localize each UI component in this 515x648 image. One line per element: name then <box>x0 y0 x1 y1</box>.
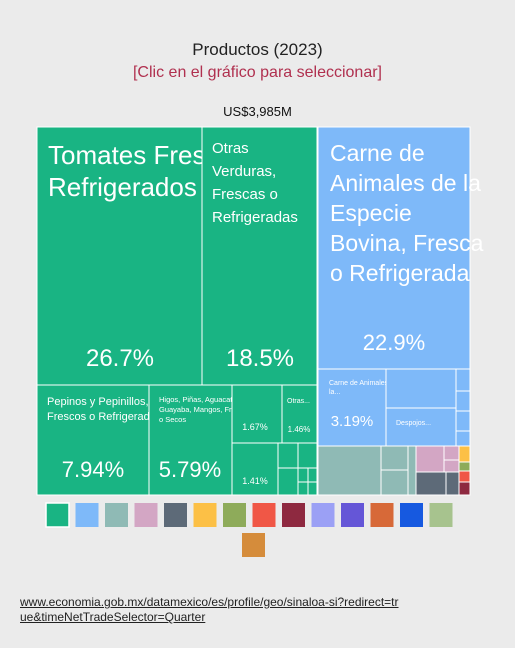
tile-label: Carne de Animales de la... <box>329 380 398 396</box>
tile-label: Carne de Animales de la Especie Bovina, Fre… <box>330 140 484 286</box>
treemap-tile-small[interactable] <box>443 459 460 473</box>
treemap-tile-small[interactable] <box>455 390 471 412</box>
treemap-tile-small[interactable] <box>307 481 318 496</box>
tile-share: 18.5% <box>226 345 294 372</box>
legend-swatch-lightgreen[interactable] <box>429 503 453 527</box>
tile-label: Otras Verduras, Frescas o Refrigeradas <box>212 140 298 226</box>
treemap-tile-small[interactable] <box>307 467 318 483</box>
treemap-tile[interactable] <box>317 126 471 370</box>
treemap-tile[interactable] <box>231 442 279 496</box>
treemap-tile[interactable] <box>201 126 318 386</box>
legend-swatch-red[interactable] <box>252 503 276 527</box>
tile-share: 1.41% <box>242 476 268 486</box>
treemap-tile[interactable] <box>281 384 318 444</box>
tile-label: Pepinos y Pepinillos, Frescos o Refrigera… <box>47 396 162 423</box>
legend-swatch-sage[interactable] <box>105 503 128 527</box>
treemap-tile[interactable] <box>385 407 457 447</box>
treemap-tile-small[interactable] <box>445 471 460 496</box>
tile-label: Higos, Piñas, Aguacates, Guayaba, Mangos,… <box>159 395 251 424</box>
treemap-tile-small[interactable] <box>415 445 445 473</box>
treemap-tile-small[interactable] <box>317 445 382 496</box>
legend-swatch-orange[interactable] <box>370 503 394 527</box>
total-label: US$3,985M <box>223 104 292 119</box>
tile-share: 22.9% <box>363 330 425 355</box>
treemap-tile[interactable] <box>148 384 233 496</box>
legend-swatch-pink[interactable] <box>134 503 158 527</box>
treemap-tile[interactable] <box>317 368 387 447</box>
treemap-tile-small[interactable] <box>380 469 409 496</box>
legend-swatch-green[interactable] <box>45 502 70 528</box>
treemap-tile[interactable] <box>36 126 203 386</box>
treemap-tile-small[interactable] <box>277 467 299 496</box>
treemap-tile[interactable] <box>36 384 150 496</box>
legend-swatch-ochre[interactable] <box>242 533 265 557</box>
treemap-tile-small[interactable] <box>297 442 318 469</box>
tile-share: 7.94% <box>62 457 124 482</box>
treemap-tile-small[interactable] <box>455 410 471 432</box>
legend-swatch-royal[interactable] <box>400 503 423 527</box>
treemap-tile-small[interactable] <box>458 445 471 463</box>
chart-title: Productos (2023) <box>192 40 323 59</box>
legend-swatch-maroon[interactable] <box>282 503 305 527</box>
treemap-tile-small[interactable] <box>385 368 457 409</box>
tile-share: 3.19% <box>331 413 374 430</box>
tile-share: 26.7% <box>86 345 154 372</box>
tile-share: 5.79% <box>159 457 221 482</box>
treemap-tile[interactable] <box>231 384 283 444</box>
tile-share: 1.46% <box>288 425 311 434</box>
legend-swatch-blue[interactable] <box>75 503 99 527</box>
tile-label: Tomates Frescos o Refrigerados <box>48 140 268 202</box>
legend-swatch-indigo[interactable] <box>341 503 364 527</box>
chart-subtitle[interactable]: [Clic en el gráfico para seleccionar] <box>132 64 382 81</box>
treemap-tile-small[interactable] <box>455 430 471 447</box>
legend-swatch-lavender[interactable] <box>311 503 335 527</box>
treemap-tile-small[interactable] <box>277 442 299 469</box>
treemap-tile-small[interactable] <box>443 445 460 461</box>
treemap-tile-small[interactable] <box>458 461 471 472</box>
tile-share: 1.67% <box>242 422 268 432</box>
legend-swatch-yellow[interactable] <box>193 503 217 527</box>
treemap-tile-small[interactable] <box>380 445 409 471</box>
treemap-tile-small[interactable] <box>407 445 417 496</box>
legend-swatch-slate[interactable] <box>164 503 187 527</box>
treemap-tile-small[interactable] <box>458 470 471 483</box>
tile-label: Otras... <box>287 398 310 405</box>
tile-label: Despojos... <box>396 420 431 427</box>
treemap-tile-small[interactable] <box>297 467 309 483</box>
legend-swatch-olive[interactable] <box>223 503 246 527</box>
treemap-tile-small[interactable] <box>415 471 447 496</box>
treemap-tile-small[interactable] <box>455 368 471 392</box>
treemap-tile-small[interactable] <box>297 481 309 496</box>
source-link[interactable]: www.economia.gob.mx/datamexico/es/profil… <box>20 595 399 624</box>
treemap-tile-small[interactable] <box>458 481 471 496</box>
